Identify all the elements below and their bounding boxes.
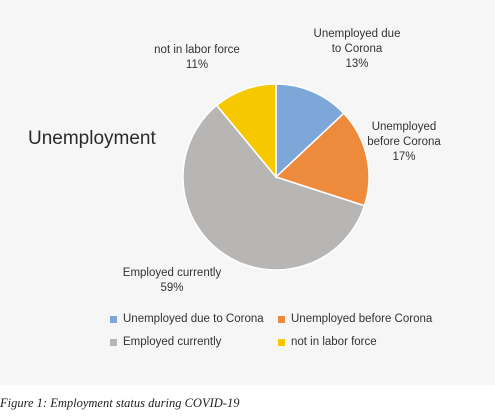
data-label-line: not in labor force [154,44,240,56]
legend-item-unemployed-before-corona: Unemployed before Corona [278,313,488,325]
data-label-not-in-labor-force: not in labor force 11% [142,43,252,73]
legend-item-unemployed-due-to-corona: Unemployed due to Corona [110,313,278,325]
legend-item-not-in-labor-force: not in labor force [278,336,488,348]
chart-figure: Unemployment Unemployed due to Corona 13… [28,27,490,348]
data-label-line: Unemployed [371,121,437,133]
legend-swatch [110,315,117,323]
legend-swatch [110,338,117,346]
data-label-line: Unemployed due [313,28,401,40]
legend-swatch [278,338,285,346]
pie-slice-unemployed-before-corona [274,112,370,207]
data-label-unemployed-before-corona: Unemployed before Corona 17% [354,120,454,165]
data-label-percent: 17% [392,151,416,163]
legend-label: Unemployed due to Corona [123,313,264,325]
chart-title: Unemployment [28,128,156,149]
data-label-percent: 11% [185,59,209,71]
data-label-percent: 13% [345,58,369,70]
legend-swatch [278,315,285,323]
data-label-unemployed-due-to-corona: Unemployed due to Corona 13% [302,27,412,72]
legend-label: Employed currently [123,336,222,348]
data-label-line: Employed currently [122,267,222,279]
legend-item-employed-currently: Employed currently [110,336,278,348]
pie-slice-employed-currently [182,104,366,271]
data-label-line: to Corona [331,43,383,55]
chart-legend: Unemployed due to Corona Unemployed befo… [110,313,490,348]
data-label-line: before Corona [367,136,441,148]
pie-chart [182,83,370,271]
pie-slice-unemployed-due-to-corona [275,83,345,179]
figure-caption: Figure 1: Employment status during COVID… [0,396,240,410]
pie-slice-not-in-labor-force [215,83,277,180]
legend-label: not in labor force [291,336,377,348]
legend-label: Unemployed before Corona [291,313,433,325]
data-label-percent: 59% [160,282,184,294]
data-label-employed-currently: Employed currently 59% [112,266,232,296]
